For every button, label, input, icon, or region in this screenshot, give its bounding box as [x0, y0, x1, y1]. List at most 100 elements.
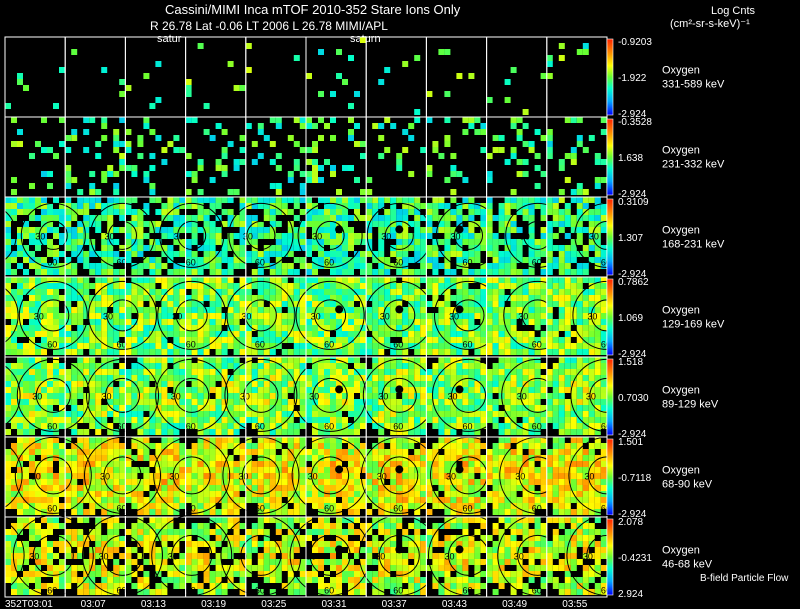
heatmap-cell	[438, 343, 445, 349]
heatmap-cell	[89, 387, 96, 393]
heatmap-cell	[402, 221, 409, 227]
heatmap-cell	[546, 233, 553, 239]
heatmap-cell	[498, 381, 505, 387]
contour-label: 60	[601, 421, 611, 431]
heatmap-cell	[125, 393, 132, 399]
heatmap-cell	[191, 349, 198, 355]
heatmap-cell	[324, 467, 330, 473]
heatmap-cell	[324, 393, 330, 399]
heatmap-cell	[215, 405, 222, 411]
heatmap-cell	[47, 503, 53, 509]
heatmap-cell	[173, 405, 180, 411]
heatmap-cell	[11, 331, 17, 337]
heatmap-cell	[245, 319, 252, 325]
heatmap-cell	[462, 363, 469, 369]
heatmap-cell	[83, 455, 90, 461]
heatmap-cell	[29, 357, 35, 363]
heatmap-cell	[59, 215, 65, 221]
heatmap-cell	[318, 429, 324, 435]
heatmap-cell	[35, 443, 41, 449]
heatmap-cell	[11, 343, 17, 349]
heatmap-cell	[372, 251, 379, 257]
heatmap-cell	[293, 479, 300, 485]
heatmap-cell	[546, 153, 553, 159]
heatmap-cell	[257, 467, 264, 473]
heatmap-cell	[546, 135, 553, 141]
heatmap-cell	[450, 307, 457, 313]
heatmap-cell	[203, 319, 210, 325]
heatmap-cell	[179, 479, 186, 485]
heatmap-cell	[65, 455, 72, 461]
heatmap-cell	[131, 171, 138, 177]
heatmap-cell	[287, 387, 294, 393]
heatmap-cell	[149, 497, 156, 503]
heatmap-cell	[600, 129, 607, 135]
heatmap-cell	[342, 251, 348, 257]
heatmap-cell	[281, 411, 288, 417]
heatmap-cell	[486, 221, 493, 227]
heatmap-cell	[47, 221, 53, 227]
heatmap-cell	[113, 239, 120, 245]
heatmap-cell	[167, 245, 174, 251]
heatmap-cell	[318, 251, 324, 257]
heatmap-cell	[570, 117, 577, 123]
heatmap-panel	[365, 116, 427, 198]
heatmap-cell	[263, 215, 270, 221]
heatmap-cell	[143, 307, 150, 313]
heatmap-cell	[5, 215, 11, 221]
heatmap-cell	[582, 289, 589, 295]
heatmap-cell	[131, 399, 138, 405]
heatmap-cell	[239, 411, 246, 417]
heatmap-cell	[119, 423, 126, 429]
heatmap-cell	[420, 411, 427, 417]
heatmap-cell	[354, 251, 360, 257]
heatmap-cell	[318, 289, 324, 295]
heatmap-cell	[167, 479, 174, 485]
heatmap-cell	[119, 227, 126, 233]
heatmap-cell	[396, 449, 403, 455]
heatmap-cell	[492, 147, 499, 153]
heatmap-cell	[209, 301, 216, 307]
heatmap-cell	[173, 239, 180, 245]
heatmap-cell	[354, 209, 360, 215]
heatmap-cell	[101, 349, 108, 355]
heatmap-cell	[89, 263, 96, 269]
heatmap-cell	[281, 503, 288, 509]
heatmap-cell	[197, 331, 204, 337]
heatmap-cell	[324, 479, 330, 485]
heatmap-cell	[480, 233, 487, 239]
heatmap-cell	[41, 455, 47, 461]
heatmap-cell	[5, 301, 11, 307]
heatmap-cell	[53, 209, 59, 215]
heatmap-cell	[185, 411, 192, 417]
heatmap-cell	[107, 319, 114, 325]
heatmap-cell	[486, 197, 493, 203]
heatmap-cell	[564, 117, 571, 123]
heatmap-cell	[59, 337, 65, 343]
heatmap-cell	[83, 467, 90, 473]
heatmap-cell	[306, 197, 312, 203]
heatmap-cell	[540, 251, 547, 257]
heatmap-cell	[161, 455, 168, 461]
heatmap-cell	[83, 129, 90, 135]
heatmap-cell	[191, 461, 198, 467]
heatmap-cell	[600, 331, 607, 337]
heatmap-cell	[582, 203, 589, 209]
heatmap-cell	[420, 203, 427, 209]
heatmap-cell	[161, 337, 168, 343]
heatmap-cell	[396, 429, 403, 435]
heatmap-cell	[251, 307, 258, 313]
heatmap-cell	[342, 233, 348, 239]
legend-note: B-field Particle Flow	[700, 573, 789, 584]
heatmap-cell	[348, 423, 354, 429]
heatmap-cell	[47, 405, 53, 411]
heatmap-cell	[402, 363, 409, 369]
heatmap-cell	[251, 313, 258, 319]
heatmap-cell	[125, 399, 132, 405]
heatmap-cell	[269, 337, 276, 343]
heatmap-cell	[95, 295, 102, 301]
heatmap-cell	[510, 375, 517, 381]
heatmap-cell	[11, 325, 17, 331]
heatmap-cell	[588, 411, 595, 417]
heatmap-cell	[312, 203, 318, 209]
